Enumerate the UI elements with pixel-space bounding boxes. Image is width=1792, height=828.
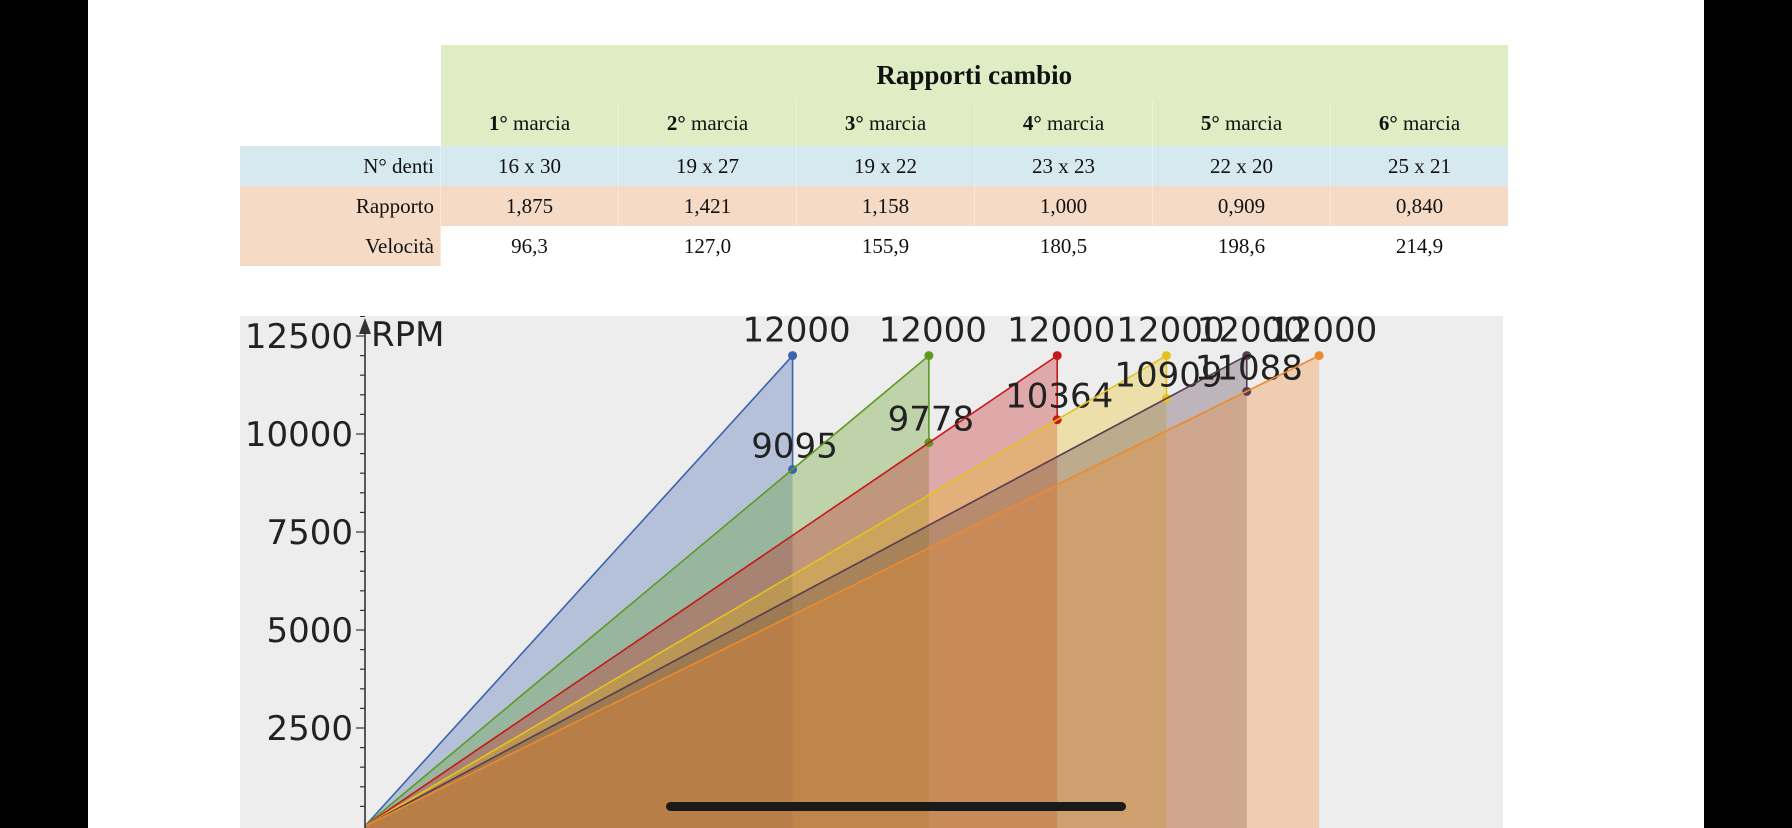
row-label: Rapporto bbox=[240, 186, 441, 226]
gear-number: 4° bbox=[1022, 111, 1042, 135]
gear-number: 5° bbox=[1200, 111, 1220, 135]
series-line-3 bbox=[364, 354, 1058, 827]
table-corner bbox=[240, 45, 441, 101]
series-max-label-6: 12000 bbox=[1269, 316, 1377, 351]
y-tick-label: 7500 bbox=[266, 513, 353, 553]
rpm-chart-svg: 1200090951200097781200010364120001090912… bbox=[245, 316, 1377, 828]
row-label: Velocità bbox=[240, 226, 441, 266]
table-cell: 22 x 20 bbox=[1152, 146, 1331, 186]
table-row-teeth: N° denti 16 x 30 19 x 27 19 x 22 23 x 23… bbox=[240, 146, 1508, 186]
series-max-label-1: 12000 bbox=[742, 316, 850, 351]
row-label: N° denti bbox=[240, 146, 441, 186]
table-cell: 96,3 bbox=[440, 226, 619, 266]
series-max-label-4: 12000 bbox=[1116, 316, 1224, 351]
gear-header: 5° marcia bbox=[1152, 101, 1331, 146]
gear-word: marcia bbox=[685, 111, 749, 135]
series-max-label-2: 12000 bbox=[879, 316, 987, 351]
table-row-ratio: Rapporto 1,875 1,421 1,158 1,000 0,909 0… bbox=[240, 186, 1508, 226]
y-tick-label: 2500 bbox=[266, 709, 353, 749]
table-cell: 180,5 bbox=[974, 226, 1153, 266]
table-cell: 1,158 bbox=[796, 186, 975, 226]
table-cell: 127,0 bbox=[618, 226, 797, 266]
table-cell: 23 x 23 bbox=[974, 146, 1153, 186]
gear-number: 2° bbox=[666, 111, 686, 135]
series-max-label-5: 12000 bbox=[1197, 316, 1305, 351]
series-line-5 bbox=[364, 354, 1248, 827]
series-drop-label-5: 11088 bbox=[1195, 348, 1303, 388]
gear-number: 1° bbox=[488, 111, 508, 135]
gear-number: 3° bbox=[844, 111, 864, 135]
table-cell: 25 x 21 bbox=[1330, 146, 1508, 186]
rpm-chart: 12000 9095 12000 9778 12000 10364 12000 10909 12… bbox=[240, 316, 1503, 828]
table-cell: 1,000 bbox=[974, 186, 1153, 226]
table-cell: 1,875 bbox=[440, 186, 619, 226]
series-max-label-3: 12000 bbox=[1007, 316, 1115, 351]
table-title: Rapporti cambio bbox=[440, 45, 1508, 101]
series-line-1 bbox=[364, 355, 794, 827]
gear-word: marcia bbox=[1219, 111, 1283, 135]
table-cell: 16 x 30 bbox=[440, 146, 619, 186]
gear-word: marcia bbox=[863, 111, 927, 135]
gear-ratio-table: Rapporti cambio 1° marcia 2° marcia 3° m… bbox=[240, 45, 1508, 266]
gear-header: 3° marcia bbox=[796, 101, 975, 146]
gear-word: marcia bbox=[507, 111, 571, 135]
series-line-4 bbox=[364, 354, 1167, 827]
table-row-speed: Velocità 96,3 127,0 155,9 180,5 198,6 21… bbox=[240, 226, 1508, 266]
y-axis-label: RPM bbox=[371, 316, 444, 355]
table-cell: 19 x 22 bbox=[796, 146, 975, 186]
series-line-2 bbox=[364, 354, 930, 827]
table-cell: 1,421 bbox=[618, 186, 797, 226]
table-cell: 19 x 27 bbox=[618, 146, 797, 186]
gear-header: 4° marcia bbox=[974, 101, 1153, 146]
table-cell: 0,909 bbox=[1152, 186, 1331, 226]
gear-word: marcia bbox=[1041, 111, 1105, 135]
table-cell: 198,6 bbox=[1152, 226, 1331, 266]
y-tick-label: 10000 bbox=[245, 415, 353, 455]
gear-number: 6° bbox=[1378, 111, 1398, 135]
series-drop-label-4: 10909 bbox=[1114, 355, 1222, 395]
home-indicator[interactable] bbox=[666, 802, 1126, 811]
series-line-6 bbox=[364, 354, 1320, 827]
gear-header: 6° marcia bbox=[1330, 101, 1508, 146]
gear-header: 1° marcia bbox=[440, 101, 619, 146]
series-max-point-6 bbox=[1314, 351, 1324, 361]
table-corner-2 bbox=[240, 101, 441, 146]
y-tick-label: 5000 bbox=[266, 611, 353, 651]
gear-header: 2° marcia bbox=[618, 101, 797, 146]
table-cell: 0,840 bbox=[1330, 186, 1508, 226]
series-drop-label-2: 9778 bbox=[888, 400, 975, 440]
table-cell: 155,9 bbox=[796, 226, 975, 266]
gear-word: marcia bbox=[1397, 111, 1461, 135]
y-tick-label: 12500 bbox=[245, 317, 353, 357]
series-drop-label-1: 9095 bbox=[751, 426, 838, 466]
table-cell: 214,9 bbox=[1330, 226, 1508, 266]
page: Rapporti cambio 1° marcia 2° marcia 3° m… bbox=[88, 0, 1704, 828]
y-axis-arrow bbox=[359, 318, 371, 334]
